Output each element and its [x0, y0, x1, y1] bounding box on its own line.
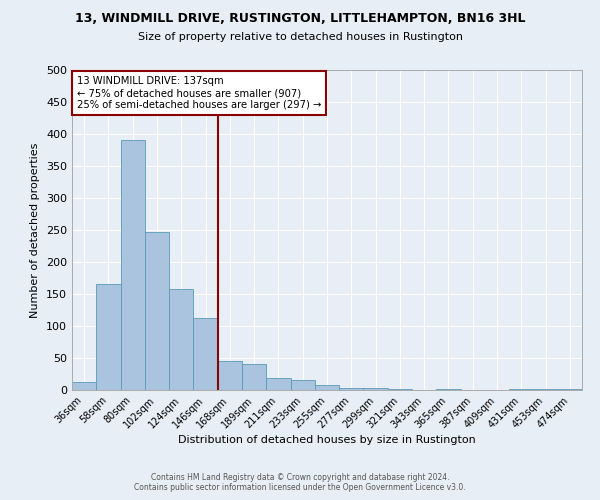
Bar [509, 388, 533, 390]
Bar [121, 140, 145, 390]
Bar [96, 284, 121, 390]
Bar [266, 378, 290, 390]
Bar [193, 318, 218, 390]
X-axis label: Distribution of detached houses by size in Rustington: Distribution of detached houses by size … [178, 436, 476, 446]
Bar [218, 361, 242, 390]
Text: 13, WINDMILL DRIVE, RUSTINGTON, LITTLEHAMPTON, BN16 3HL: 13, WINDMILL DRIVE, RUSTINGTON, LITTLEHA… [75, 12, 525, 26]
Bar [436, 388, 461, 390]
Bar [72, 382, 96, 390]
Text: 13 WINDMILL DRIVE: 137sqm
← 75% of detached houses are smaller (907)
25% of semi: 13 WINDMILL DRIVE: 137sqm ← 75% of detac… [77, 76, 322, 110]
Bar [315, 385, 339, 390]
Bar [290, 380, 315, 390]
Y-axis label: Number of detached properties: Number of detached properties [31, 142, 40, 318]
Bar [388, 388, 412, 390]
Bar [364, 388, 388, 390]
Bar [242, 364, 266, 390]
Bar [169, 289, 193, 390]
Text: Contains HM Land Registry data © Crown copyright and database right 2024.
Contai: Contains HM Land Registry data © Crown c… [134, 473, 466, 492]
Text: Size of property relative to detached houses in Rustington: Size of property relative to detached ho… [137, 32, 463, 42]
Bar [145, 232, 169, 390]
Bar [339, 388, 364, 390]
